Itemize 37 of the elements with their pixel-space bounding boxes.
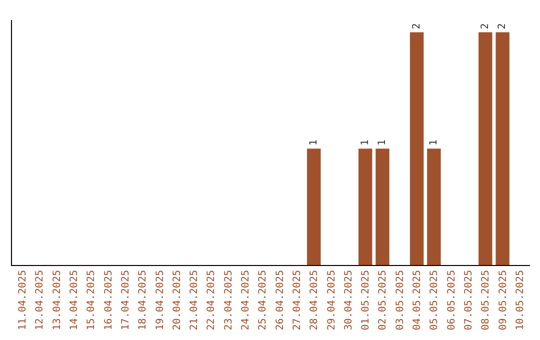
- x-tick-label: 07.05.2025: [464, 270, 474, 330]
- x-tick-label: 30.04.2025: [343, 270, 354, 330]
- data-label: 1: [376, 140, 388, 146]
- data-label: 2: [497, 23, 508, 30]
- x-tick-label: 29.04.2025: [326, 270, 338, 330]
- x-tick-label: 09.05.2025: [498, 270, 509, 330]
- x-tick-label: 06.05.2025: [446, 270, 458, 330]
- x-tick-label: 13.04.2025: [52, 270, 63, 330]
- data-label: 1: [428, 140, 440, 146]
- data-label: 1: [360, 140, 371, 146]
- x-tick-label: 27.04.2025: [292, 270, 303, 330]
- x-tick-label: 18.04.2025: [138, 270, 149, 330]
- x-tick-label: 23.04.2025: [223, 270, 234, 330]
- x-tick-label: 19.04.2025: [154, 270, 166, 330]
- x-tick-label: 05.05.2025: [429, 270, 440, 330]
- x-tick-label: 02.05.2025: [378, 270, 389, 330]
- x-tick-label: 03.05.2025: [394, 270, 406, 330]
- x-tick-label: 17.04.2025: [120, 270, 132, 330]
- x-tick-label: 08.05.2025: [480, 270, 492, 330]
- x-tick-label: 16.04.2025: [103, 270, 114, 330]
- x-tick-label: 11.04.2025: [18, 270, 29, 330]
- x-tick-label: 01.05.2025: [360, 270, 372, 330]
- data-label: 1: [308, 140, 320, 146]
- x-tick-label: 10.05.2025: [514, 270, 526, 330]
- x-tick-label: 12.04.2025: [34, 270, 46, 330]
- x-tick-label: 28.04.2025: [309, 270, 320, 330]
- x-tick-label: 24.04.2025: [240, 270, 252, 330]
- x-tick-label: 04.05.2025: [412, 270, 424, 330]
- x-tick-label: 21.04.2025: [189, 270, 200, 330]
- data-label: 2: [480, 23, 491, 30]
- x-tick-label: 26.04.2025: [274, 270, 286, 330]
- data-label: 2: [411, 23, 422, 30]
- x-tick-label: 15.04.2025: [86, 270, 98, 330]
- x-tick-label: 14.04.2025: [69, 270, 80, 330]
- x-tick-label: 20.04.2025: [172, 270, 183, 330]
- x-tick-label: 22.04.2025: [206, 270, 218, 330]
- x-tick-label: 25.04.2025: [258, 270, 269, 330]
